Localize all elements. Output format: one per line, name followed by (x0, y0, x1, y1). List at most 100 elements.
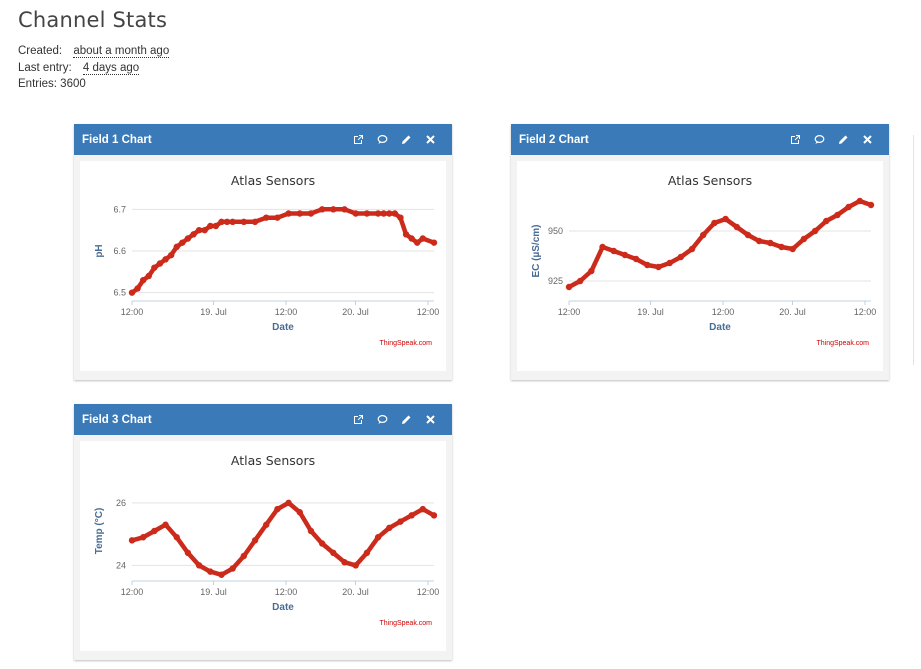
data-point (374, 210, 382, 217)
thingspeak-credit: ThingSpeak.com (379, 620, 432, 627)
data-point (218, 218, 225, 226)
data-point (414, 239, 421, 246)
data-point (408, 512, 415, 519)
chart-title: Atlas Sensors (668, 173, 752, 188)
chart-title: Atlas Sensors (231, 453, 315, 468)
data-point (296, 210, 303, 217)
external-link-icon[interactable] (353, 134, 364, 145)
field-1-chart-card: Field 1 Chart Atlas Sensors 6.5 6.6 6.7 12:0… (74, 124, 452, 380)
data-point (307, 210, 315, 217)
data-point (386, 210, 393, 217)
data-point (352, 210, 359, 217)
data-point (263, 521, 270, 528)
data-point (767, 239, 774, 247)
last-entry-value: 4 days ago (82, 61, 140, 75)
data-point (173, 243, 180, 251)
external-link-icon[interactable] (790, 134, 801, 145)
chart-area: Atlas Sensors 925 950 12:00 19. Jul 12:00 20. … (517, 161, 883, 371)
data-point (145, 272, 152, 280)
data-point (800, 235, 808, 243)
data-point (201, 226, 208, 234)
data-point (167, 251, 175, 259)
data-point (610, 247, 617, 255)
pencil-icon[interactable] (401, 134, 412, 145)
card-header: Field 3 Chart (74, 404, 452, 435)
data-point (430, 512, 438, 519)
x-tick-label: 20. Jul (779, 307, 806, 317)
card-title: Field 1 Chart (82, 133, 152, 146)
data-point (179, 239, 186, 246)
y-tick-label: 6.7 (113, 204, 126, 214)
data-point (184, 235, 192, 242)
data-point (318, 540, 326, 547)
card-title: Field 3 Chart (82, 413, 152, 426)
data-point (229, 565, 236, 572)
created-label: Created: (18, 45, 63, 57)
data-point (151, 264, 158, 271)
data-point (688, 245, 696, 253)
entries-count: Entries: 3600 (18, 78, 86, 90)
data-point (330, 549, 337, 557)
last-entry-row: Last entry: 4 days ago (18, 60, 169, 77)
pencil-icon[interactable] (401, 414, 412, 425)
data-point (190, 231, 197, 238)
close-icon[interactable] (425, 134, 436, 145)
data-point (263, 214, 270, 221)
x-tick-label: 12:00 (121, 587, 144, 597)
card-actions (790, 134, 873, 145)
data-point (391, 210, 399, 217)
y-axis-label: EC (µS/cm) (531, 225, 542, 278)
y-tick-label: 26 (116, 498, 126, 508)
data-point (139, 276, 147, 284)
comment-icon[interactable] (377, 414, 388, 425)
x-tick-label: 19. Jul (200, 307, 227, 317)
data-point (251, 218, 259, 226)
chart-area: Atlas Sensors 24 26 12:00 19. Jul 12:00 20. Ju… (80, 441, 446, 651)
data-point (363, 210, 371, 217)
data-point (397, 518, 404, 525)
data-point (744, 231, 752, 239)
data-point (251, 537, 259, 544)
data-point (184, 549, 192, 557)
temp-chart: Atlas Sensors 24 26 12:00 19. Jul 12:00 20. Ju… (94, 453, 440, 627)
data-point (363, 549, 371, 557)
partial-card-edge (913, 135, 921, 365)
data-point (195, 562, 203, 569)
series-line (566, 198, 874, 290)
data-point (565, 283, 573, 291)
y-tick-label: 6.5 (113, 288, 126, 298)
data-point (162, 521, 169, 528)
x-tick-label: 12:00 (558, 307, 581, 317)
data-point (419, 235, 427, 242)
close-icon[interactable] (425, 414, 436, 425)
x-axis-label: Date (272, 602, 294, 613)
comment-icon[interactable] (814, 134, 825, 145)
data-point (700, 231, 707, 239)
thingspeak-credit: ThingSpeak.com (816, 340, 869, 347)
pencil-icon[interactable] (838, 134, 849, 145)
data-point (867, 201, 875, 209)
y-axis-label: Temp (°C) (94, 508, 105, 555)
data-point (397, 214, 404, 221)
data-point (845, 203, 852, 211)
data-point (151, 527, 158, 535)
data-point (599, 243, 606, 251)
comment-icon[interactable] (377, 134, 388, 145)
data-point (207, 222, 214, 230)
x-tick-label: 12:00 (854, 307, 877, 317)
close-icon[interactable] (862, 134, 873, 145)
x-tick-label: 12:00 (417, 307, 440, 317)
data-point (644, 261, 651, 269)
field-2-chart-card: Field 2 Chart Atlas Sensors 925 950 12:00 19… (511, 124, 889, 380)
ph-chart: Atlas Sensors 6.5 6.6 6.7 12:00 19. Jul 12:00 2… (94, 173, 440, 347)
page-title: Channel Stats (18, 8, 168, 32)
y-tick-label: 950 (548, 226, 563, 236)
data-point (128, 537, 136, 544)
external-link-icon[interactable] (353, 414, 364, 425)
data-point (318, 206, 326, 213)
data-point (823, 217, 830, 225)
field-3-chart-card: Field 3 Chart Atlas Sensors 24 26 12:00 19. … (74, 404, 452, 660)
card-actions (353, 414, 436, 425)
x-tick-label: 12:00 (417, 587, 440, 597)
data-point (296, 509, 303, 516)
